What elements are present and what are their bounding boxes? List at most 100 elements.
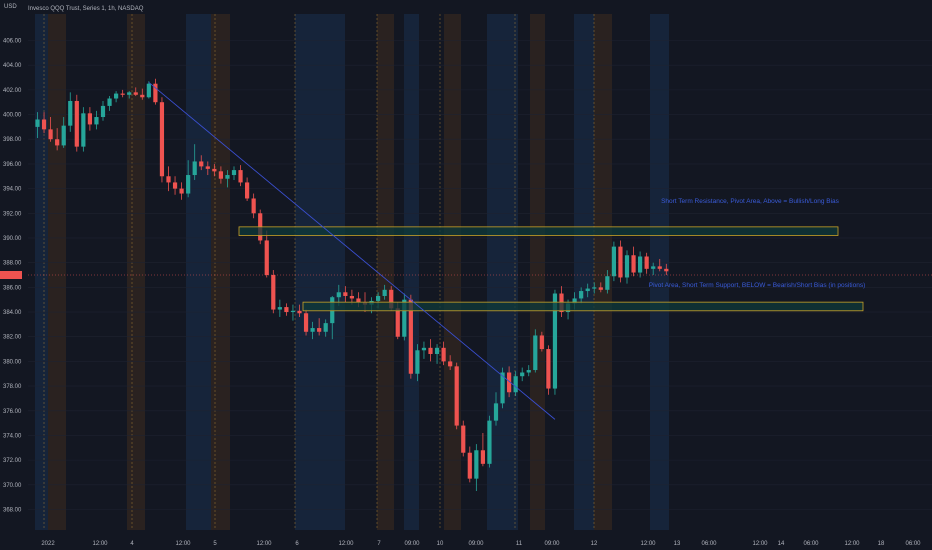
candle-91[interactable] <box>631 246 636 277</box>
candle-31[interactable] <box>238 165 243 187</box>
chart-title: Invesco QQQ Trust, Series 1, 1h, NASDAQ <box>28 6 144 12</box>
candle-74[interactable] <box>520 367 525 382</box>
candle-23[interactable] <box>186 160 191 198</box>
candle-87[interactable] <box>605 270 610 294</box>
candle-40[interactable] <box>297 304 302 317</box>
candle-24[interactable] <box>192 144 197 180</box>
candle-35[interactable] <box>264 230 269 278</box>
candle-19[interactable] <box>159 97 165 183</box>
x-tick-label-23: 06:00 <box>905 541 921 547</box>
candle-0[interactable] <box>35 112 40 139</box>
candle-53[interactable] <box>382 284 387 300</box>
candle-38[interactable] <box>284 303 289 316</box>
x-tick-label-12: 11 <box>516 541 523 547</box>
candle-17[interactable] <box>146 81 151 99</box>
candle-32[interactable] <box>245 177 250 201</box>
candle-43[interactable] <box>317 318 322 336</box>
candle-3[interactable] <box>55 128 60 151</box>
candle-2[interactable] <box>48 117 53 142</box>
candle-75[interactable] <box>526 365 531 377</box>
candle-15[interactable] <box>133 87 138 97</box>
candle-58[interactable] <box>415 344 420 382</box>
zone-box-1[interactable] <box>302 301 864 312</box>
candle-85[interactable] <box>592 282 597 294</box>
candle-44[interactable] <box>323 319 328 337</box>
candle-84[interactable] <box>585 283 590 298</box>
price-axis[interactable]: 368.00 370.00 372.00 374.00 376.00 378.00 380.… <box>3 39 22 514</box>
candle-21[interactable] <box>172 176 178 195</box>
candle-62[interactable] <box>441 341 446 366</box>
candle-10[interactable] <box>100 100 106 121</box>
candle-94[interactable] <box>651 262 656 275</box>
candle-8[interactable] <box>87 107 92 131</box>
candle-18[interactable] <box>153 78 158 105</box>
x-tick-label-17: 06:00 <box>701 541 717 547</box>
candle-body-93 <box>644 256 649 269</box>
candle-90[interactable] <box>624 250 630 284</box>
x-tick-label-10: 10 <box>437 541 444 547</box>
candle-93[interactable] <box>644 252 649 274</box>
session-band-6 <box>320 14 345 530</box>
candle-1[interactable] <box>41 112 47 134</box>
candle-25[interactable] <box>199 155 204 171</box>
candle-76[interactable] <box>533 329 538 373</box>
candle-14[interactable] <box>127 91 132 99</box>
candle-95[interactable] <box>657 258 662 272</box>
candle-12[interactable] <box>114 91 119 103</box>
candle-37[interactable] <box>277 299 282 317</box>
candle-41[interactable] <box>303 309 309 336</box>
candle-body-78 <box>546 349 551 389</box>
candle-11[interactable] <box>107 96 112 111</box>
candle-71[interactable] <box>500 367 505 409</box>
candle-20[interactable] <box>166 166 171 192</box>
y-tick-label-12: 392.00 <box>3 211 22 217</box>
candle-28[interactable] <box>218 166 223 184</box>
trendline[interactable] <box>148 82 556 420</box>
candle-26[interactable] <box>205 161 210 176</box>
candle-78[interactable] <box>546 345 551 395</box>
candle-77[interactable] <box>539 331 544 352</box>
candle-66[interactable] <box>467 446 472 483</box>
candle-64[interactable] <box>454 362 459 430</box>
candle-70[interactable] <box>493 392 499 426</box>
candle-59[interactable] <box>421 341 427 359</box>
candle-36[interactable] <box>271 270 276 314</box>
candle-5[interactable] <box>68 92 73 132</box>
candle-88[interactable] <box>611 241 616 282</box>
candle-63[interactable] <box>448 355 453 371</box>
grid-lines <box>28 40 932 510</box>
candle-4[interactable] <box>61 117 66 148</box>
candle-6[interactable] <box>74 94 79 152</box>
session-band-5 <box>295 14 320 530</box>
candle-39[interactable] <box>290 304 296 321</box>
candle-16[interactable] <box>140 88 145 100</box>
candle-27[interactable] <box>212 163 217 177</box>
candle-22[interactable] <box>179 182 184 200</box>
candle-60[interactable] <box>428 339 433 362</box>
candle-9[interactable] <box>94 110 99 130</box>
zone-box-0[interactable] <box>238 226 839 236</box>
candle-92[interactable] <box>638 251 643 278</box>
candle-7[interactable] <box>81 107 86 152</box>
x-tick-label-7: 12:00 <box>338 541 354 547</box>
candle-29[interactable] <box>225 170 230 188</box>
candle-89[interactable] <box>618 240 623 283</box>
x-tick-label-11: 09:00 <box>468 541 484 547</box>
candle-73[interactable] <box>513 371 518 396</box>
candle-13[interactable] <box>120 89 125 98</box>
candle-65[interactable] <box>461 420 466 457</box>
candle-47[interactable] <box>343 286 348 303</box>
candle-56[interactable] <box>402 293 407 341</box>
candle-96[interactable] <box>664 263 669 275</box>
candle-30[interactable] <box>231 166 237 180</box>
candle-61[interactable] <box>434 344 440 364</box>
candle-83[interactable] <box>579 287 584 304</box>
candle-68[interactable] <box>480 432 485 467</box>
candle-33[interactable] <box>251 193 256 219</box>
candle-69[interactable] <box>487 415 492 468</box>
candle-67[interactable] <box>474 444 479 491</box>
time-axis[interactable]: 2022 12:00 4 12:00 5 12:00 6 12:00 7 09:00 10 09:00… <box>41 541 921 547</box>
candle-42[interactable] <box>310 321 315 340</box>
candle-86[interactable] <box>598 282 603 293</box>
